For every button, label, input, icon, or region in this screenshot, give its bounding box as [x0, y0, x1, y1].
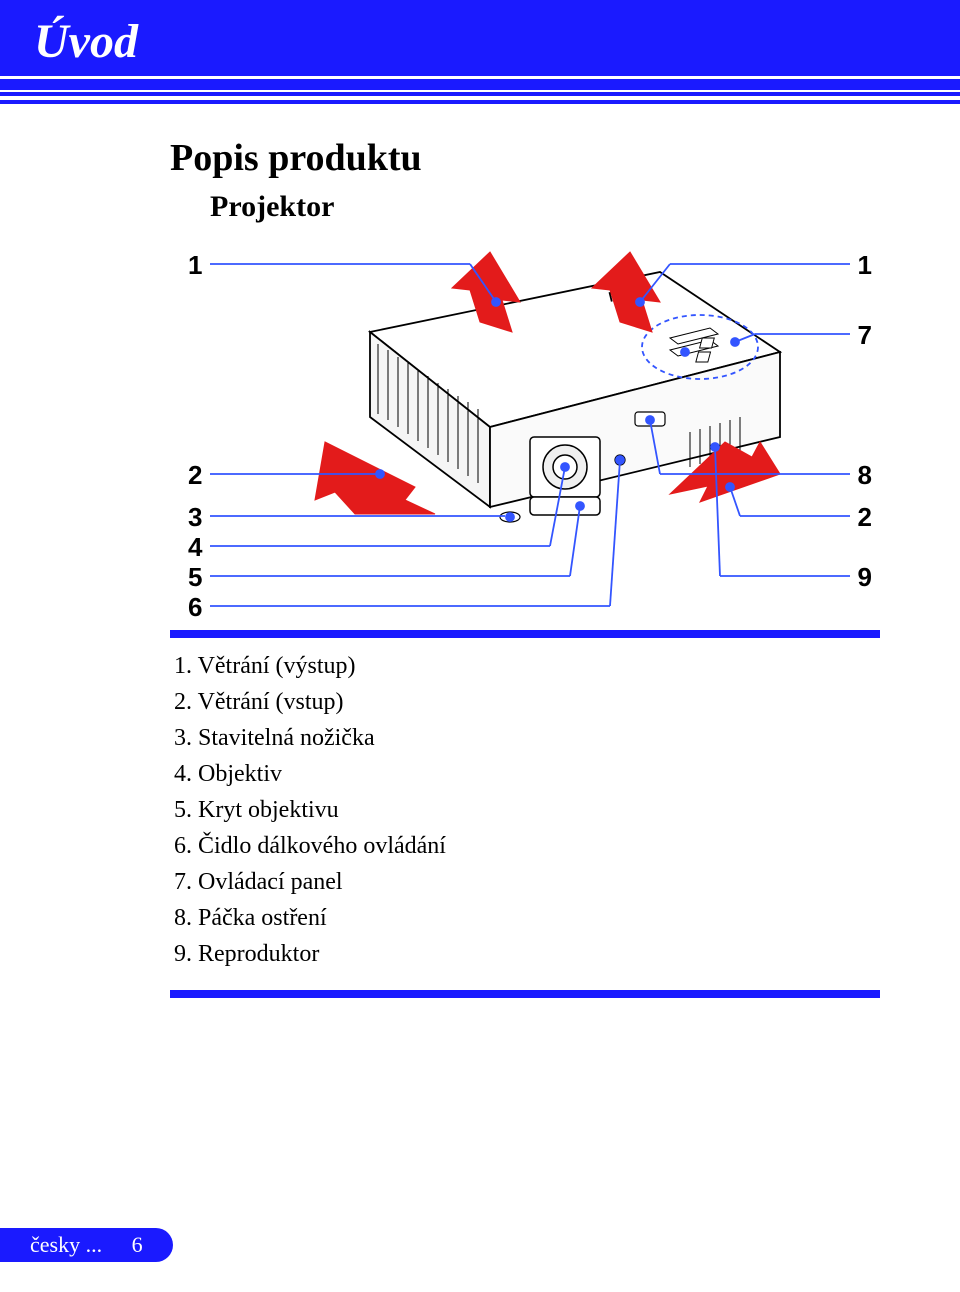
legend-bottom-bar	[170, 990, 880, 998]
header-divider	[0, 76, 960, 79]
projector-diagram: 1 2 3 4 5 6 1 7 8 2 9	[180, 242, 880, 612]
callout-6-left: 6	[188, 592, 202, 623]
content-area: Popis produktu Projektor 1 2 3 4 5 6 1 7…	[0, 108, 960, 998]
legend-item: 6. Čidlo dálkového ovládání	[174, 828, 880, 864]
footer-lang: česky ...	[30, 1232, 102, 1257]
callout-2-left: 2	[188, 460, 202, 491]
header-sub-bars	[0, 92, 960, 104]
legend-item: 9. Reproduktor	[174, 936, 880, 972]
callout-1-left: 1	[188, 250, 202, 281]
header-bar: Úvod	[0, 0, 960, 90]
legend-top-bar	[170, 630, 880, 638]
legend-item: 7. Ovládací panel	[174, 864, 880, 900]
section-subtitle: Projektor	[210, 190, 880, 224]
projector-svg: NEC	[180, 242, 880, 612]
footer-page: 6	[132, 1232, 143, 1257]
callout-9-right: 9	[858, 562, 872, 593]
callout-5-left: 5	[188, 562, 202, 593]
callout-1-right: 1	[858, 250, 872, 281]
callout-7-right: 7	[858, 320, 872, 351]
legend-item: 1. Větrání (výstup)	[174, 648, 880, 684]
legend-item: 3. Stavitelná nožička	[174, 720, 880, 756]
callout-3-left: 3	[188, 502, 202, 533]
callout-2-right: 2	[858, 502, 872, 533]
footer-pill: česky ... 6	[0, 1228, 173, 1262]
section-title: Popis produktu	[170, 136, 880, 180]
callout-8-right: 8	[858, 460, 872, 491]
page-title: Úvod	[0, 0, 960, 69]
legend-item: 8. Páčka ostření	[174, 900, 880, 936]
page-footer: česky ... 6	[0, 1228, 173, 1262]
legend-item: 4. Objektiv	[174, 756, 880, 792]
legend-list: 1. Větrání (výstup) 2. Větrání (vstup) 3…	[170, 648, 880, 972]
callout-4-left: 4	[188, 532, 202, 563]
legend-item: 5. Kryt objektivu	[174, 792, 880, 828]
legend-item: 2. Větrání (vstup)	[174, 684, 880, 720]
